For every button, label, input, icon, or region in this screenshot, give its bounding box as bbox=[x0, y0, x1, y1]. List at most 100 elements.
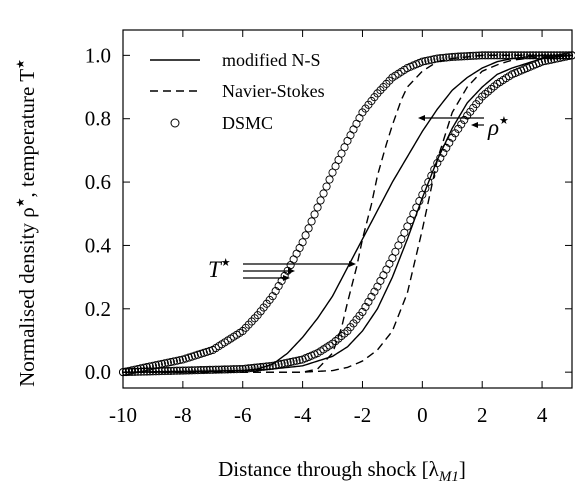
dsmc-marker-density bbox=[292, 356, 301, 365]
y-tick-label: 1.0 bbox=[85, 43, 111, 67]
dsmc-marker-temperature bbox=[532, 51, 541, 60]
x-tick-label: 0 bbox=[417, 403, 428, 427]
dsmc-marker-density bbox=[328, 339, 337, 348]
dsmc-marker-density bbox=[205, 365, 214, 374]
dsmc-marker-density bbox=[448, 133, 457, 142]
x-axis-label: Distance through shock [λM1] bbox=[218, 457, 466, 485]
annotation-rho-label: ρ★ bbox=[487, 114, 509, 140]
dsmc-marker-density bbox=[268, 361, 277, 370]
dsmc-marker-density bbox=[478, 92, 487, 101]
dsmc-marker-temperature bbox=[160, 359, 169, 368]
dsmc-marker-temperature bbox=[421, 57, 430, 66]
dsmc-marker-density bbox=[178, 366, 187, 375]
dsmc-marker-density bbox=[193, 366, 202, 375]
dsmc-marker-density bbox=[181, 366, 190, 375]
dsmc-marker-density bbox=[415, 197, 424, 206]
dsmc-marker-density bbox=[337, 331, 346, 341]
dsmc-marker-temperature bbox=[319, 189, 328, 198]
dsmc-marker-density bbox=[409, 209, 418, 218]
dsmc-marker-density bbox=[247, 363, 256, 373]
dsmc-marker-density bbox=[289, 357, 298, 366]
dsmc-marker-temperature bbox=[463, 52, 472, 61]
dsmc-marker-density bbox=[175, 366, 184, 375]
dsmc-marker-density bbox=[139, 367, 148, 376]
dsmc-marker-temperature bbox=[436, 54, 445, 63]
dsmc-marker-density bbox=[286, 357, 295, 367]
dsmc-marker-temperature bbox=[322, 182, 331, 191]
dsmc-marker-temperature bbox=[454, 52, 463, 61]
dsmc-marker-density bbox=[148, 367, 157, 376]
y-tick-label: 0.6 bbox=[85, 170, 111, 194]
dsmc-marker-temperature bbox=[328, 168, 337, 177]
legend-item-navier-stokes: Navier-Stokes bbox=[222, 81, 325, 101]
plot-frame bbox=[122, 29, 573, 389]
dsmc-marker-temperature bbox=[169, 357, 178, 366]
dsmc-marker-density bbox=[555, 53, 565, 62]
dsmc-marker-density bbox=[418, 190, 427, 199]
x-tick-label: 2 bbox=[477, 403, 488, 427]
x-tick-label: -8 bbox=[174, 403, 192, 427]
dsmc-marker-temperature bbox=[163, 358, 172, 367]
dsmc-marker-density bbox=[490, 82, 499, 91]
dsmc-marker-density bbox=[412, 203, 421, 212]
dsmc-marker-density bbox=[295, 356, 304, 365]
dsmc-marker-density bbox=[166, 366, 175, 375]
dsmc-marker-density bbox=[172, 366, 181, 375]
dsmc-marker-temperature bbox=[466, 51, 475, 61]
dsmc-marker-density bbox=[154, 367, 163, 376]
dsmc-marker-density bbox=[235, 365, 244, 374]
dsmc-marker-density bbox=[552, 54, 562, 63]
dsmc-marker-density bbox=[561, 52, 571, 61]
dsmc-marker-density bbox=[544, 56, 553, 65]
modified-ns-line-density bbox=[122, 54, 573, 373]
dsmc-marker-temperature bbox=[301, 231, 310, 240]
dsmc-marker-temperature bbox=[469, 51, 478, 60]
dsmc-marker-density bbox=[196, 366, 205, 375]
dsmc-marker-temperature bbox=[526, 51, 535, 60]
dsmc-marker-temperature bbox=[487, 51, 496, 60]
dsmc-marker-density bbox=[142, 367, 151, 376]
dsmc-marker-temperature bbox=[433, 54, 442, 63]
y-tick-label: 0.2 bbox=[85, 297, 111, 321]
dsmc-marker-density bbox=[157, 367, 166, 376]
legend: modified N-S Navier-Stokes DSMC bbox=[150, 50, 325, 133]
dsmc-marker-density bbox=[421, 184, 430, 193]
dsmc-marker-density bbox=[481, 89, 490, 99]
dsmc-marker-density bbox=[391, 247, 400, 256]
dsmc-marker-temperature bbox=[442, 53, 451, 62]
dsmc-marker-temperature bbox=[340, 143, 349, 152]
dsmc-marker-temperature bbox=[418, 57, 427, 66]
dsmc-marker-density bbox=[208, 365, 217, 374]
dsmc-marker-temperature bbox=[445, 53, 454, 62]
dsmc-marker-temperature bbox=[448, 52, 457, 61]
dsmc-marker-temperature bbox=[451, 52, 460, 61]
dsmc-marker-temperature bbox=[430, 55, 439, 64]
dsmc-marker-density bbox=[136, 367, 146, 376]
dsmc-marker-density bbox=[241, 364, 250, 373]
dsmc-marker-density bbox=[277, 359, 286, 368]
dsmc-marker-density bbox=[262, 362, 271, 371]
dsmc-marker-density bbox=[280, 359, 289, 368]
dsmc-marker-density bbox=[211, 365, 220, 374]
navier-stokes-line-density bbox=[123, 54, 573, 373]
dsmc-marker-temperature bbox=[502, 51, 511, 60]
dsmc-marker-density bbox=[133, 367, 143, 376]
dsmc-marker-density bbox=[169, 366, 178, 375]
dsmc-marker-density bbox=[145, 367, 154, 376]
dsmc-marker-density bbox=[214, 365, 223, 374]
dsmc-marker-temperature bbox=[505, 51, 514, 60]
dsmc-marker-density bbox=[541, 57, 550, 66]
dsmc-marker-density bbox=[564, 51, 574, 61]
dsmc-marker-density bbox=[454, 124, 463, 133]
y-tick-label: 0.0 bbox=[85, 360, 111, 384]
x-tick-label: -4 bbox=[294, 403, 312, 427]
dsmc-marker-density bbox=[388, 254, 397, 263]
dsmc-marker-temperature bbox=[514, 51, 523, 60]
dsmc-marker-density bbox=[457, 120, 466, 129]
y-axis-label: Normalised density ρ★, temperature T★ bbox=[14, 59, 39, 387]
dsmc-marker-density bbox=[190, 366, 199, 375]
dsmc-marker-density bbox=[334, 334, 343, 343]
dsmc-marker-temperature bbox=[496, 51, 505, 60]
dsmc-marker-density bbox=[331, 337, 340, 346]
dsmc-marker-temperature bbox=[310, 210, 319, 219]
